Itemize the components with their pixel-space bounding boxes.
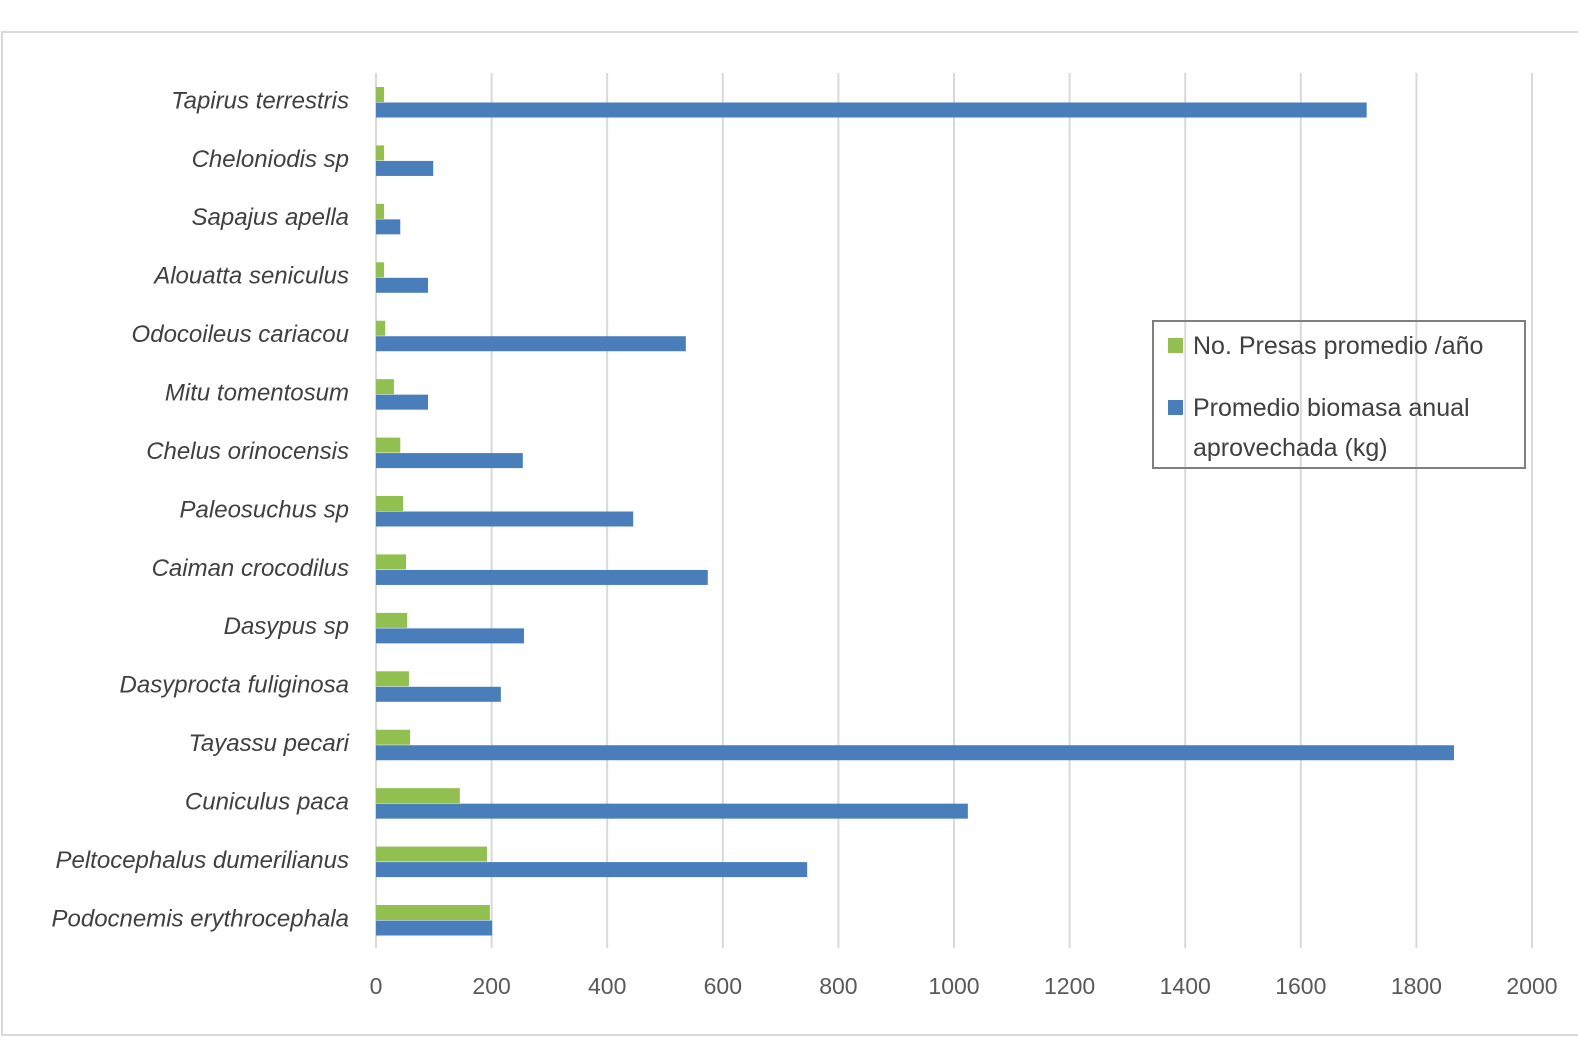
bar — [376, 671, 409, 687]
y-tick-label: Podocnemis erythrocephala — [51, 905, 349, 932]
bar — [376, 745, 1454, 761]
bar — [376, 394, 429, 410]
bar — [376, 145, 385, 161]
x-tick-label: 2000 — [1506, 973, 1557, 999]
bar — [376, 102, 1367, 118]
bar — [376, 87, 385, 102]
bar — [376, 219, 401, 235]
legend-swatch — [1168, 338, 1183, 353]
y-tick-label: Chelus orinocensis — [146, 438, 349, 465]
bar — [376, 160, 434, 176]
bar — [376, 729, 411, 745]
bar — [376, 788, 460, 804]
bar — [376, 511, 634, 527]
x-tick-label: 0 — [370, 973, 383, 999]
x-tick-label: 200 — [472, 973, 510, 999]
x-tick-label: 1000 — [928, 973, 979, 999]
y-tick-label: Sapajus apella — [192, 204, 349, 231]
legend-entry: No. Presas promedio /año — [1168, 326, 1514, 366]
x-tick-label: 1200 — [1044, 973, 1095, 999]
x-tick-label: 1800 — [1391, 973, 1442, 999]
x-tick-label: 1600 — [1275, 973, 1326, 999]
bar — [376, 862, 808, 878]
bar — [376, 846, 487, 862]
bar — [376, 496, 404, 512]
bar — [376, 277, 429, 293]
bar — [376, 803, 968, 819]
y-tick-label: Peltocephalus dumerilianus — [55, 847, 349, 874]
bar — [376, 453, 523, 469]
chart-frame — [1, 31, 1578, 1036]
y-tick-label: Dasypus sp — [224, 613, 349, 640]
bar — [376, 554, 407, 570]
legend-label: Promedio biomasa anual aprovechada (kg) — [1193, 394, 1470, 462]
y-tick-label: Tayassu pecari — [188, 730, 349, 757]
bar — [376, 203, 385, 219]
x-tick-label: 800 — [819, 973, 857, 999]
bar — [376, 569, 708, 585]
legend-label: No. Presas promedio /año — [1193, 332, 1484, 360]
legend-swatch — [1168, 400, 1183, 415]
x-tick-label: 600 — [704, 973, 742, 999]
y-tick-label: Dasyprocta fuliginosa — [120, 672, 349, 699]
x-tick-label: 400 — [588, 973, 626, 999]
bar — [376, 686, 501, 702]
bar — [376, 628, 524, 644]
legend: No. Presas promedio /año Promedio biomasa… — [1152, 320, 1526, 469]
bar — [376, 262, 385, 278]
y-tick-label: Odocoileus cariacou — [132, 321, 349, 348]
y-tick-label: Paleosuchus sp — [180, 496, 349, 523]
bar — [376, 379, 394, 395]
bar — [376, 437, 401, 453]
y-tick-label: Alouatta seniculus — [152, 263, 349, 290]
bar — [376, 320, 386, 336]
bar — [376, 920, 493, 936]
y-tick-label: Tapirus terrestris — [171, 87, 349, 114]
bar — [376, 612, 408, 628]
bar — [376, 905, 490, 921]
y-tick-label: Cheloniodis sp — [192, 146, 349, 173]
legend-entry: Promedio biomasa anual aprovechada (kg) — [1168, 388, 1514, 468]
bar — [376, 336, 686, 352]
x-tick-label: 1400 — [1160, 973, 1211, 999]
y-tick-label: Caiman crocodilus — [152, 555, 349, 582]
y-tick-label: Cuniculus paca — [185, 789, 349, 816]
y-tick-label: Mitu tomentosum — [165, 379, 349, 406]
